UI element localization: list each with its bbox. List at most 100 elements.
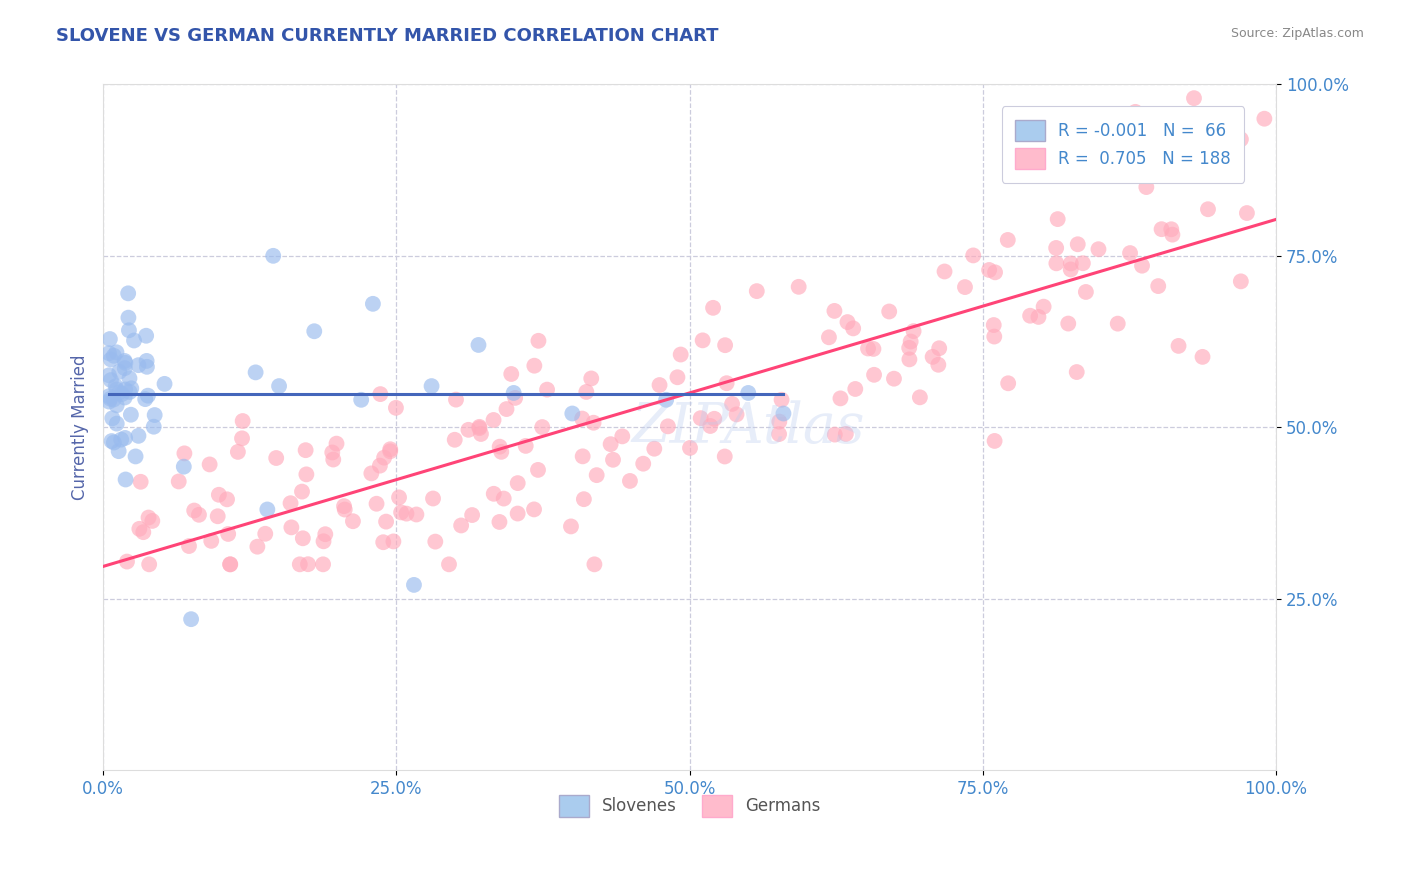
Point bbox=[979, 263, 1001, 277]
Point bbox=[835, 426, 858, 441]
Point bbox=[1074, 285, 1097, 299]
Point bbox=[100, 373, 122, 387]
Point bbox=[135, 328, 157, 343]
Point bbox=[927, 358, 949, 372]
Point bbox=[232, 414, 254, 428]
Point bbox=[142, 419, 165, 434]
Point bbox=[506, 507, 529, 521]
Point bbox=[921, 350, 943, 364]
Point bbox=[1147, 279, 1170, 293]
Point bbox=[503, 391, 526, 405]
Point bbox=[245, 365, 267, 379]
Point bbox=[582, 416, 605, 430]
Point bbox=[127, 429, 149, 443]
Point bbox=[823, 304, 845, 318]
Point bbox=[1067, 237, 1090, 252]
Point bbox=[1206, 125, 1229, 139]
Point bbox=[103, 392, 125, 407]
Point bbox=[1161, 227, 1184, 242]
Point bbox=[491, 445, 513, 459]
Point bbox=[908, 390, 931, 404]
Point bbox=[167, 475, 190, 489]
Point bbox=[254, 526, 277, 541]
Point bbox=[745, 284, 768, 298]
Point bbox=[135, 359, 157, 374]
Point bbox=[495, 402, 517, 417]
Point bbox=[325, 436, 347, 450]
Point bbox=[98, 332, 121, 346]
Point bbox=[1119, 246, 1142, 260]
Point bbox=[648, 378, 671, 392]
Point bbox=[443, 433, 465, 447]
Point bbox=[375, 515, 398, 529]
Point bbox=[267, 379, 290, 393]
Text: Source: ZipAtlas.com: Source: ZipAtlas.com bbox=[1230, 27, 1364, 40]
Point bbox=[1060, 256, 1083, 270]
Point bbox=[304, 324, 326, 338]
Point bbox=[105, 398, 128, 412]
Point bbox=[153, 376, 176, 391]
Point bbox=[208, 488, 231, 502]
Point bbox=[114, 431, 136, 445]
Point bbox=[389, 505, 412, 519]
Point bbox=[721, 397, 744, 411]
Point bbox=[120, 408, 142, 422]
Point bbox=[768, 427, 790, 442]
Point bbox=[619, 474, 641, 488]
Point bbox=[104, 379, 127, 393]
Point bbox=[657, 419, 679, 434]
Point bbox=[842, 321, 865, 335]
Point bbox=[114, 383, 136, 397]
Point bbox=[898, 352, 921, 367]
Point bbox=[180, 612, 202, 626]
Y-axis label: Currently Married: Currently Married bbox=[72, 354, 89, 500]
Point bbox=[1087, 242, 1109, 256]
Point bbox=[737, 386, 759, 401]
Point bbox=[226, 445, 249, 459]
Point bbox=[117, 286, 139, 301]
Point bbox=[127, 358, 149, 372]
Point bbox=[1071, 256, 1094, 270]
Point bbox=[488, 440, 510, 454]
Point bbox=[135, 354, 157, 368]
Point bbox=[1236, 206, 1258, 220]
Point bbox=[395, 507, 418, 521]
Point bbox=[572, 492, 595, 507]
Point bbox=[312, 558, 335, 572]
Point bbox=[818, 330, 841, 344]
Point bbox=[321, 445, 343, 459]
Point bbox=[655, 392, 678, 407]
Point bbox=[877, 304, 900, 318]
Point bbox=[100, 434, 122, 448]
Point bbox=[983, 434, 1005, 448]
Point bbox=[669, 347, 692, 361]
Point bbox=[1066, 365, 1088, 379]
Point bbox=[420, 379, 443, 393]
Point bbox=[360, 467, 382, 481]
Point bbox=[107, 444, 129, 458]
Point bbox=[837, 315, 859, 329]
Point bbox=[370, 387, 392, 401]
Point bbox=[103, 435, 125, 450]
Point bbox=[679, 441, 702, 455]
Point bbox=[571, 411, 593, 425]
Point bbox=[523, 359, 546, 373]
Point bbox=[934, 264, 956, 278]
Point bbox=[368, 458, 391, 473]
Point bbox=[612, 429, 634, 443]
Legend: Slovenes, Germans: Slovenes, Germans bbox=[553, 789, 827, 823]
Point bbox=[467, 338, 489, 352]
Point bbox=[1167, 339, 1189, 353]
Point bbox=[1160, 222, 1182, 236]
Point bbox=[98, 368, 121, 383]
Point bbox=[118, 323, 141, 337]
Point bbox=[692, 334, 714, 348]
Point bbox=[631, 457, 654, 471]
Point bbox=[482, 487, 505, 501]
Point bbox=[219, 558, 242, 572]
Point bbox=[1019, 309, 1042, 323]
Point bbox=[297, 558, 319, 572]
Point bbox=[450, 518, 472, 533]
Point bbox=[830, 392, 852, 406]
Point bbox=[138, 558, 160, 572]
